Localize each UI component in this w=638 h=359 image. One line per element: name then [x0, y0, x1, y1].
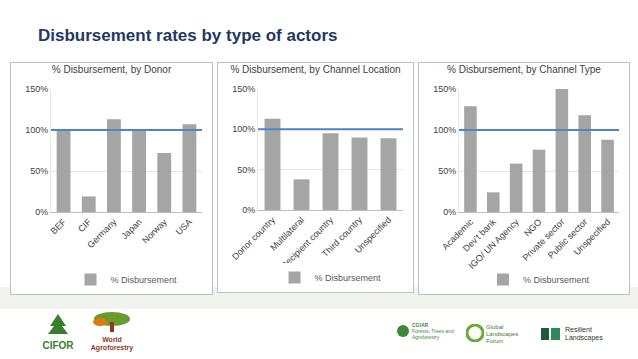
svg-text:0%: 0%	[443, 207, 456, 217]
svg-text:100%: 100%	[25, 125, 48, 135]
svg-text:% Disbursement: % Disbursement	[315, 273, 382, 283]
svg-text:Unspecified: Unspecified	[353, 215, 393, 255]
svg-text:Japan: Japan	[119, 217, 143, 241]
svg-text:Donor country: Donor country	[230, 214, 277, 261]
html-text:World Agroforestry: World Agroforestry	[90, 336, 134, 351]
svg-text:150%: 150%	[232, 84, 255, 94]
html-text:Disbursement rates by type of: Disbursement rates by type of actors	[38, 26, 338, 45]
html-text:Resilient Landscapes: Resilient Landscapes	[565, 326, 603, 341]
svg-text:% Disbursement: % Disbursement	[111, 275, 178, 285]
svg-text:Third country: Third country	[320, 214, 365, 259]
svg-text:Recipient country: Recipient country	[279, 214, 336, 271]
svg-text:NGO: NGO	[522, 217, 544, 239]
svg-text:100%: 100%	[232, 124, 255, 134]
svg-text:% Disbursement, by Channel Typ: % Disbursement, by Channel Type	[447, 64, 601, 75]
svg-text:Germany: Germany	[85, 216, 119, 250]
svg-text:USA: USA	[174, 217, 194, 237]
svg-text:50%: 50%	[438, 166, 456, 176]
svg-text:BEF: BEF	[49, 216, 69, 236]
svg-text:CIF: CIF	[76, 216, 94, 234]
html-text:Global Landscapes Forum: Global Landscapes Forum	[486, 324, 519, 344]
svg-text:% Disbursement, by Donor: % Disbursement, by Donor	[52, 64, 172, 75]
svg-text:IGO/ UN Agency: IGO/ UN Agency	[467, 216, 521, 270]
svg-text:Dev't bank: Dev't bank	[461, 216, 498, 253]
svg-text:0%: 0%	[242, 205, 255, 215]
svg-text:150%: 150%	[25, 84, 48, 94]
svg-text:50%: 50%	[30, 166, 48, 176]
html-text:Forests, Trees and Agroforestr: Forests, Trees and Agroforestry	[412, 328, 454, 340]
svg-text:Unspecified: Unspecified	[572, 217, 612, 257]
svg-text:% Disbursement: % Disbursement	[523, 275, 590, 285]
svg-text:50%: 50%	[237, 165, 255, 175]
svg-text:Norway: Norway	[140, 216, 169, 245]
svg-text:% Disbursement, by Channel Loc: % Disbursement, by Channel Location	[230, 64, 400, 75]
svg-text:Private sector: Private sector	[520, 217, 566, 263]
svg-text:Academic: Academic	[440, 216, 475, 251]
svg-text:Multilateral: Multilateral	[268, 215, 306, 253]
svg-text:Public sector: Public sector	[546, 217, 590, 261]
svg-text:100%: 100%	[433, 125, 456, 135]
html-text:CGIAR: CGIAR	[412, 322, 429, 328]
html-text:CIFOR: CIFOR	[42, 340, 74, 351]
svg-text:0%: 0%	[35, 207, 48, 217]
svg-text:150%: 150%	[433, 84, 456, 94]
